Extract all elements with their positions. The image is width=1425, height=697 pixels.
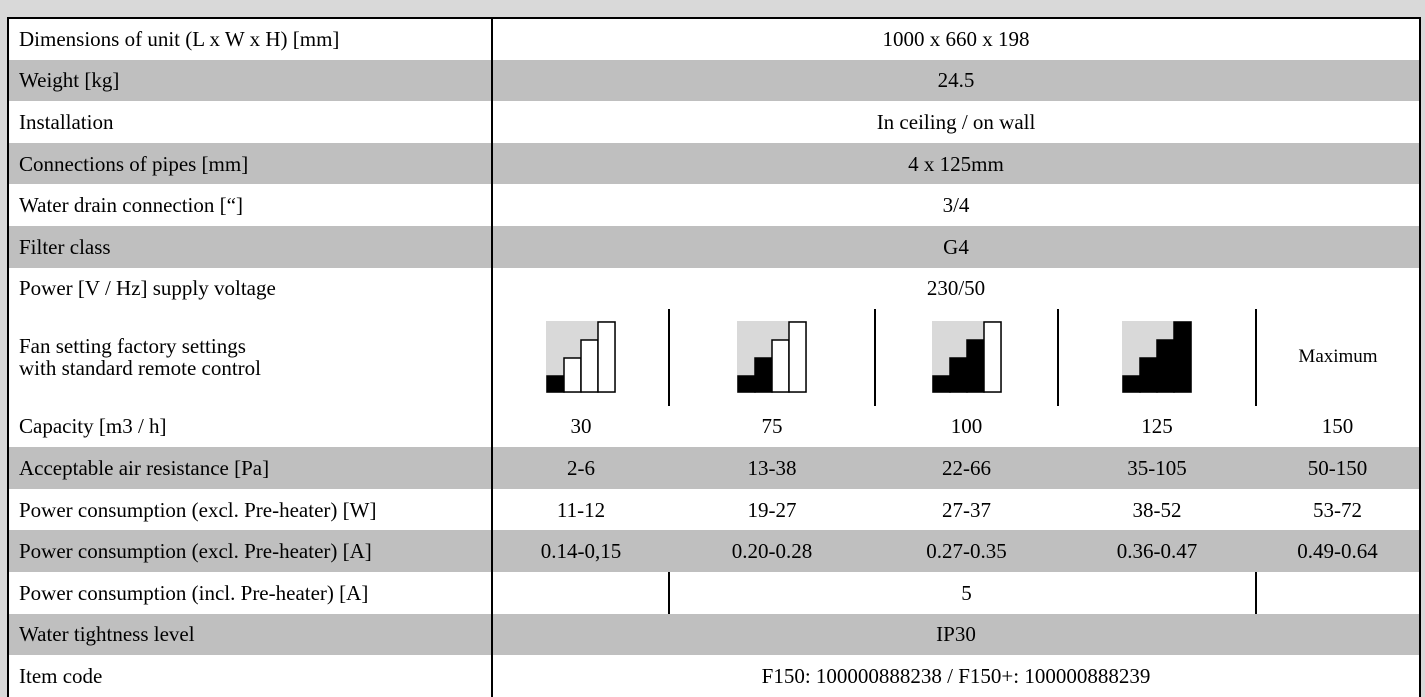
capacity-value: 75 [669,405,875,448]
row-label: Water tightness level [7,613,493,656]
row-value: 230/50 [492,267,1422,310]
row-label: Capacity [m3 / h] [7,405,493,448]
air-resistance-value: 22-66 [875,447,1058,489]
row-label: Item code [7,655,493,697]
fan-setting-cell-1 [492,309,670,406]
empty-cell [1256,572,1422,614]
fan-setting-label-line1: Fan setting factory settings [19,334,246,359]
fan-step-bar [596,321,616,394]
power-w-value: 53-72 [1256,488,1422,531]
row-label: Weight [kg] [7,59,493,102]
row-label: Power consumption (excl. Pre-heater) [W] [7,488,493,531]
row-label: Connections of pipes [mm] [7,142,493,185]
fan-setting-label: Fan setting factory settings with standa… [7,309,493,406]
row-value: 24.5 [492,59,1422,102]
row-label: Installation [7,101,493,143]
power-a-value: 0.49-0.64 [1256,530,1422,573]
table-row: Filter class G4 [7,226,1422,268]
capacity-value: 150 [1256,405,1422,448]
table-row: Installation In ceiling / on wall [7,101,1422,143]
fan-setting-cell-4 [1058,309,1257,406]
fan-level-4-icon [1122,321,1192,394]
fan-level-1-icon [545,321,616,394]
fan-step-bar [754,357,773,394]
row-label: Power consumption (incl. Pre-heater) [A] [7,572,493,614]
table-row: Water tightness level IP30 [7,613,1422,656]
empty-cell [492,572,670,614]
fan-level-3-icon [931,321,1002,394]
empty-cell [1058,572,1257,614]
fan-step-bar [771,339,790,394]
power-incl-value: 5 [875,572,1058,614]
capacity-value: 125 [1058,405,1256,448]
power-w-value: 11-12 [492,488,669,531]
fan-step-bar [1139,357,1158,394]
table-row: Power consumption (incl. Pre-heater) [A]… [7,572,1422,614]
fan-setting-maximum: Maximum [1256,309,1422,406]
table-row: Acceptable air resistance [Pa] 2-6 13-38… [7,447,1422,489]
table-row: Connections of pipes [mm] 4 x 125mm [7,142,1422,185]
table-row: Item code F150: 100000888238 / F150+: 10… [7,655,1422,697]
power-a-value: 0.14-0,15 [492,530,669,573]
fan-level-2-icon [737,321,807,394]
row-label: Dimensions of unit (L x W x H) [mm] [7,17,493,60]
fan-setting-cell-3 [875,309,1059,406]
power-a-value: 0.27-0.35 [875,530,1058,573]
fan-step-bar [1173,321,1192,394]
row-value: In ceiling / on wall [492,101,1422,143]
fan-step-bar [562,357,582,394]
fan-step-bar [788,321,807,394]
row-label: Water drain connection [“] [7,184,493,227]
fan-step-bar [1122,375,1141,394]
table-row: Power consumption (excl. Pre-heater) [A]… [7,530,1422,573]
fan-step-bar [1156,339,1175,394]
capacity-value: 30 [492,405,669,448]
table-row: Power consumption (excl. Pre-heater) [W]… [7,488,1422,531]
row-value: G4 [492,226,1422,268]
fan-step-bar [982,321,1002,394]
fan-setting-label-line2: with standard remote control [19,356,262,381]
power-w-value: 19-27 [669,488,875,531]
table-row: Weight [kg] 24.5 [7,59,1422,102]
fan-step-bar [579,339,599,394]
fan-step-bar [931,375,951,394]
table-row: Power [V / Hz] supply voltage 230/50 [7,267,1422,310]
fan-step-bar [737,375,756,394]
air-resistance-value: 35-105 [1058,447,1256,489]
fan-step-bar [948,357,968,394]
row-value: 4 x 125mm [492,142,1422,185]
capacity-value: 100 [875,405,1058,448]
row-label: Acceptable air resistance [Pa] [7,447,493,489]
row-value: IP30 [492,613,1422,656]
row-label: Power [V / Hz] supply voltage [7,267,493,310]
air-resistance-value: 2-6 [492,447,669,489]
air-resistance-value: 13-38 [669,447,875,489]
power-w-value: 38-52 [1058,488,1256,531]
row-value: 3/4 [492,184,1422,227]
table-row: Dimensions of unit (L x W x H) [mm] 1000… [7,17,1422,60]
fan-step-bar [965,339,985,394]
fan-setting-row: Fan setting factory settings with standa… [7,309,1422,406]
row-label: Filter class [7,226,493,268]
fan-step-bar [545,375,565,394]
fan-setting-cell-2 [669,309,876,406]
table-row: Water drain connection [“] 3/4 [7,184,1422,227]
table-row: Capacity [m3 / h] 30 75 100 125 150 [7,405,1422,448]
power-a-value: 0.20-0.28 [669,530,875,573]
power-w-value: 27-37 [875,488,1058,531]
row-value: 1000 x 660 x 198 [492,17,1422,60]
row-label: Power consumption (excl. Pre-heater) [A] [7,530,493,573]
empty-cell [669,572,875,614]
power-a-value: 0.36-0.47 [1058,530,1256,573]
specification-table: Dimensions of unit (L x W x H) [mm] 1000… [7,17,1422,697]
air-resistance-value: 50-150 [1256,447,1422,489]
row-value: F150: 100000888238 / F150+: 100000888239 [492,655,1422,697]
